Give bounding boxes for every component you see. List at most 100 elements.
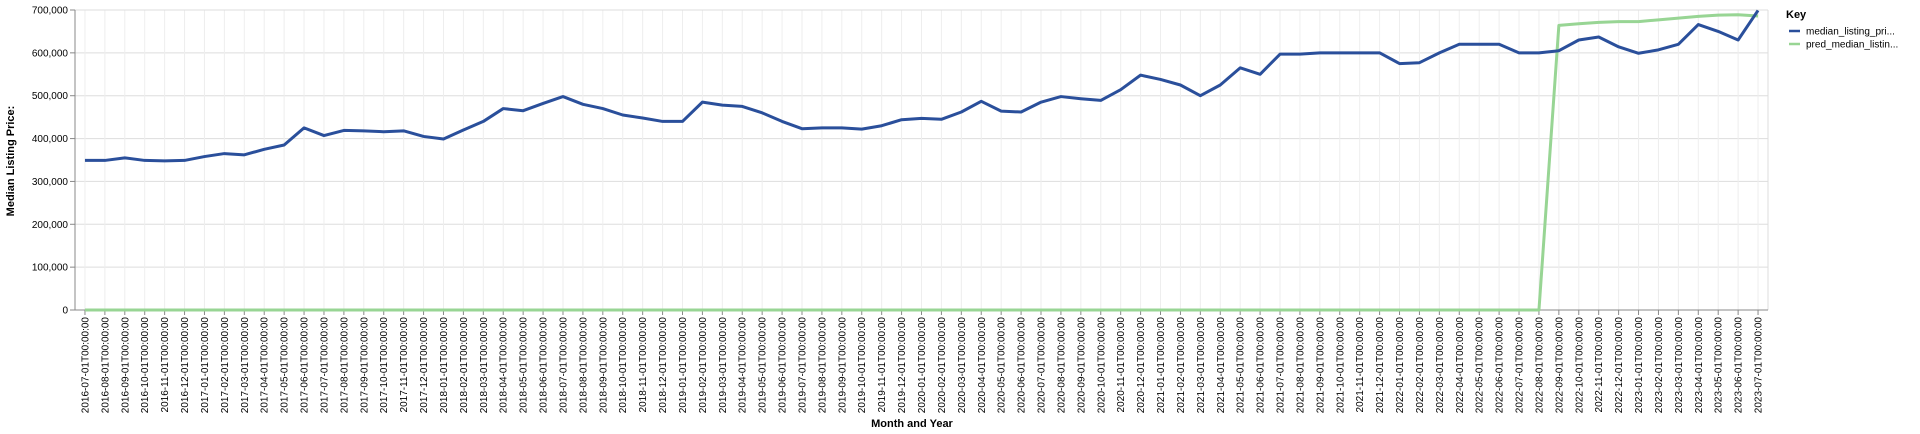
x-tick-label: 2020-04-01T00:00:00 xyxy=(977,317,988,414)
legend-entry-label: median_listing_pri... xyxy=(1806,27,1895,38)
x-tick-label: 2021-01-01T00:00:00 xyxy=(1156,317,1167,414)
x-axis-ticks: 2016-07-01T00:00:00 2016-08-01T00:00:00 20… xyxy=(80,310,1765,414)
y-tick-label: 100,000 xyxy=(32,263,69,274)
y-axis-ticks: 0 100,000 200,000 300,000 400,000 500,000 600,… xyxy=(32,6,75,317)
x-tick-label: 2016-12-01T00:00:00 xyxy=(180,317,191,414)
y-tick-label: 700,000 xyxy=(32,6,69,17)
x-tick-label: 2022-10-01T00:00:00 xyxy=(1574,317,1585,414)
x-tick-label: 2019-04-01T00:00:00 xyxy=(738,317,749,414)
x-tick-label: 2020-05-01T00:00:00 xyxy=(997,317,1008,414)
x-tick-label: 2017-08-01T00:00:00 xyxy=(339,317,350,414)
legend: Key median_listing_pri... pred_median_lis… xyxy=(1786,9,1898,51)
x-tick-label: 2018-01-01T00:00:00 xyxy=(439,317,450,414)
x-tick-label: 2020-06-01T00:00:00 xyxy=(1017,317,1028,414)
x-tick-label: 2022-11-01T00:00:00 xyxy=(1594,317,1605,413)
x-tick-label: 2022-09-01T00:00:00 xyxy=(1554,317,1565,414)
x-tick-label: 2022-12-01T00:00:00 xyxy=(1614,317,1625,414)
x-tick-label: 2019-02-01T00:00:00 xyxy=(698,317,709,414)
x-tick-label: 2023-02-01T00:00:00 xyxy=(1654,317,1665,414)
x-tick-label: 2016-09-01T00:00:00 xyxy=(120,317,131,414)
x-tick-label: 2018-05-01T00:00:00 xyxy=(519,317,530,414)
x-tick-label: 2020-02-01T00:00:00 xyxy=(937,317,948,414)
x-tick-label: 2020-12-01T00:00:00 xyxy=(1136,317,1147,414)
x-tick-label: 2019-12-01T00:00:00 xyxy=(897,317,908,414)
x-tick-label: 2018-11-01T00:00:00 xyxy=(638,317,649,413)
x-tick-label: 2018-02-01T00:00:00 xyxy=(459,317,470,414)
x-tick-label: 2021-05-01T00:00:00 xyxy=(1236,317,1247,414)
x-tick-label: 2019-09-01T00:00:00 xyxy=(837,317,848,414)
legend-title: Key xyxy=(1786,9,1807,21)
x-tick-label: 2019-10-01T00:00:00 xyxy=(857,317,868,414)
x-tick-label: 2021-03-01T00:00:00 xyxy=(1196,317,1207,414)
x-tick-label: 2018-08-01T00:00:00 xyxy=(578,317,589,414)
x-tick-label: 2019-11-01T00:00:00 xyxy=(877,317,888,413)
x-tick-label: 2017-10-01T00:00:00 xyxy=(379,317,390,414)
y-tick-label: 300,000 xyxy=(32,177,69,188)
x-tick-label: 2019-01-01T00:00:00 xyxy=(678,317,689,414)
gridlines xyxy=(75,9,1768,311)
x-tick-label: 2021-10-01T00:00:00 xyxy=(1335,317,1346,414)
series-lines xyxy=(84,9,1760,312)
series-line-median-listing-price xyxy=(84,9,1760,163)
x-tick-label: 2021-12-01T00:00:00 xyxy=(1375,317,1386,414)
x-tick-label: 2022-06-01T00:00:00 xyxy=(1495,317,1506,414)
x-tick-label: 2019-05-01T00:00:00 xyxy=(758,317,769,414)
x-tick-label: 2017-01-01T00:00:00 xyxy=(200,317,211,414)
x-tick-label: 2023-01-01T00:00:00 xyxy=(1634,317,1645,414)
x-tick-label: 2019-03-01T00:00:00 xyxy=(718,317,729,414)
x-tick-label: 2017-09-01T00:00:00 xyxy=(359,317,370,414)
x-tick-label: 2022-02-01T00:00:00 xyxy=(1415,317,1426,414)
x-tick-label: 2017-07-01T00:00:00 xyxy=(319,317,330,414)
x-tick-label: 2016-10-01T00:00:00 xyxy=(140,317,151,414)
x-tick-label: 2023-05-01T00:00:00 xyxy=(1714,317,1725,414)
x-tick-label: 2020-10-01T00:00:00 xyxy=(1096,317,1107,414)
x-tick-label: 2021-04-01T00:00:00 xyxy=(1216,317,1227,414)
x-tick-label: 2017-11-01T00:00:00 xyxy=(399,317,410,413)
x-tick-label: 2022-04-01T00:00:00 xyxy=(1455,317,1466,414)
x-tick-label: 2020-09-01T00:00:00 xyxy=(1076,317,1087,414)
x-tick-label: 2023-07-01T00:00:00 xyxy=(1754,317,1765,414)
x-tick-label: 2022-07-01T00:00:00 xyxy=(1515,317,1526,414)
x-tick-label: 2019-07-01T00:00:00 xyxy=(797,317,808,414)
x-tick-label: 2023-04-01T00:00:00 xyxy=(1694,317,1705,414)
x-tick-label: 2021-11-01T00:00:00 xyxy=(1355,317,1366,413)
x-tick-label: 2019-08-01T00:00:00 xyxy=(817,317,828,414)
x-tick-label: 2021-07-01T00:00:00 xyxy=(1276,317,1287,414)
x-tick-label: 2020-01-01T00:00:00 xyxy=(917,317,928,414)
x-axis-title: Month and Year xyxy=(871,418,953,430)
legend-entry-label: pred_median_listin... xyxy=(1806,40,1898,51)
x-tick-label: 2020-03-01T00:00:00 xyxy=(957,317,968,414)
x-tick-label: 2018-10-01T00:00:00 xyxy=(618,317,629,414)
x-tick-label: 2017-06-01T00:00:00 xyxy=(300,317,311,414)
x-tick-label: 2018-12-01T00:00:00 xyxy=(658,317,669,414)
x-tick-label: 2021-09-01T00:00:00 xyxy=(1315,317,1326,414)
x-tick-label: 2018-04-01T00:00:00 xyxy=(499,317,510,414)
x-tick-label: 2021-08-01T00:00:00 xyxy=(1295,317,1306,414)
x-tick-label: 2016-07-01T00:00:00 xyxy=(80,317,91,414)
x-tick-label: 2023-03-01T00:00:00 xyxy=(1674,317,1685,414)
x-tick-label: 2018-09-01T00:00:00 xyxy=(598,317,609,414)
y-tick-label: 0 xyxy=(62,306,68,317)
x-tick-label: 2018-03-01T00:00:00 xyxy=(479,317,490,414)
x-tick-label: 2020-08-01T00:00:00 xyxy=(1056,317,1067,414)
x-tick-label: 2017-03-01T00:00:00 xyxy=(240,317,251,414)
x-tick-label: 2018-06-01T00:00:00 xyxy=(539,317,550,414)
y-tick-label: 600,000 xyxy=(32,48,69,59)
x-tick-label: 2017-02-01T00:00:00 xyxy=(220,317,231,414)
x-tick-label: 2016-11-01T00:00:00 xyxy=(160,317,171,413)
x-tick-label: 2017-04-01T00:00:00 xyxy=(260,317,271,414)
x-tick-label: 2018-07-01T00:00:00 xyxy=(558,317,569,414)
x-tick-label: 2017-05-01T00:00:00 xyxy=(280,317,291,414)
x-tick-label: 2020-07-01T00:00:00 xyxy=(1037,317,1048,414)
x-tick-label: 2020-11-01T00:00:00 xyxy=(1116,317,1127,413)
x-tick-label: 2022-03-01T00:00:00 xyxy=(1435,317,1446,414)
x-tick-label: 2021-02-01T00:00:00 xyxy=(1176,317,1187,414)
x-tick-label: 2019-06-01T00:00:00 xyxy=(778,317,789,414)
y-tick-label: 500,000 xyxy=(32,91,69,102)
x-tick-label: 2017-12-01T00:00:00 xyxy=(419,317,430,414)
x-tick-label: 2022-08-01T00:00:00 xyxy=(1534,317,1545,414)
x-tick-label: 2016-08-01T00:00:00 xyxy=(100,317,111,414)
x-tick-label: 2021-06-01T00:00:00 xyxy=(1256,317,1267,414)
y-axis-title: Median Listing Price: xyxy=(5,106,17,217)
